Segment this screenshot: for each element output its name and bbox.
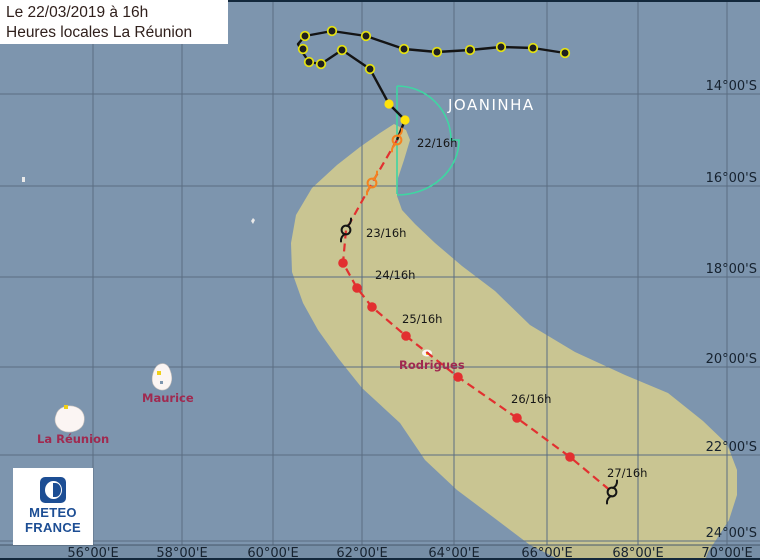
forecast-position-dot [401, 331, 411, 341]
forecast-position-dot [352, 283, 362, 293]
cyclone-symbol-eye [606, 486, 618, 498]
maurice-lake [160, 381, 163, 384]
forecast-position-dot [565, 452, 575, 462]
island-st-brandon [251, 218, 255, 224]
past-position-marker [303, 56, 315, 68]
past-position-marker [559, 47, 571, 59]
cyclone-symbol [605, 479, 619, 505]
forecast-position-dot [338, 258, 348, 268]
map-frame-bottom [0, 558, 760, 560]
track-layer [296, 25, 619, 505]
cyclone-symbol [339, 217, 353, 243]
city-marker-la-reunion [64, 405, 68, 409]
cyclone-symbol-arms [365, 170, 379, 196]
cyclone-symbol [365, 170, 379, 196]
cyclone-symbol-eye [366, 177, 378, 189]
island-la-reunion [54, 405, 85, 433]
recent-position-marker [400, 115, 410, 125]
past-position-marker [464, 44, 476, 56]
forecast-position-dot [512, 413, 522, 423]
cyclone-symbol-arms [339, 217, 353, 243]
recent-position-marker [384, 99, 394, 109]
axis-strip [0, 545, 760, 560]
past-position-marker [431, 46, 443, 58]
cyclone-symbol-arms [390, 127, 404, 153]
past-position-marker [299, 30, 311, 42]
past-position-marker [527, 42, 539, 54]
graticule [0, 0, 760, 545]
past-position-marker [336, 44, 348, 56]
cyclone-symbol [390, 127, 404, 153]
map-frame-top [0, 0, 760, 2]
cyclone-symbol-eye [340, 224, 352, 236]
past-position-marker [315, 58, 327, 70]
past-position-marker [360, 30, 372, 42]
islands [22, 177, 432, 433]
forecast-position-dot [453, 372, 463, 382]
cyclone-symbol-eye [391, 134, 403, 146]
past-position-marker [398, 43, 410, 55]
past-position-marker [364, 63, 376, 75]
cyclone-symbol-arms [605, 479, 619, 505]
city-marker-maurice [157, 371, 161, 375]
island-maurice [151, 363, 173, 391]
past-position-marker [297, 43, 309, 55]
forecast-uncertainty-cone [291, 124, 737, 560]
past-track-line [296, 29, 566, 141]
island-tromelin [22, 177, 25, 182]
past-position-marker [326, 25, 338, 37]
forecast-position-dot [367, 302, 377, 312]
past-position-marker [495, 41, 507, 53]
